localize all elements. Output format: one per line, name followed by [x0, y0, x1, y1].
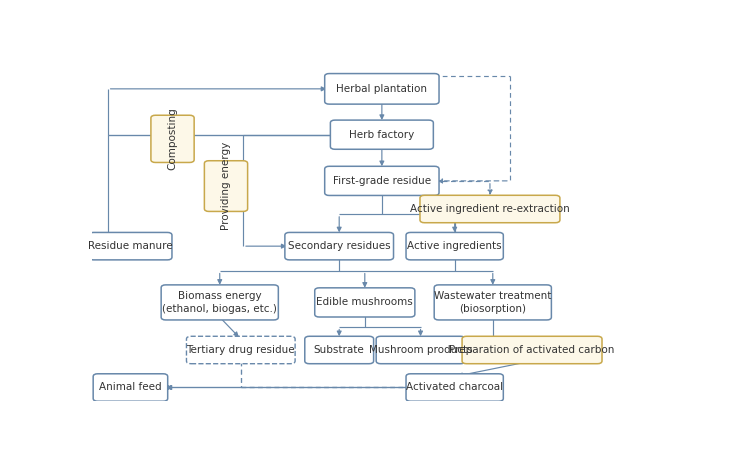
- Text: Preparation of activated carbon: Preparation of activated carbon: [449, 345, 615, 355]
- FancyBboxPatch shape: [376, 336, 465, 364]
- FancyBboxPatch shape: [186, 336, 295, 364]
- FancyBboxPatch shape: [462, 336, 602, 364]
- Text: Herb factory: Herb factory: [349, 130, 415, 140]
- FancyBboxPatch shape: [435, 285, 551, 320]
- Text: Activated charcoal: Activated charcoal: [406, 382, 504, 392]
- Text: Providing energy: Providing energy: [221, 142, 231, 230]
- Text: Edible mushrooms: Edible mushrooms: [316, 297, 413, 308]
- FancyBboxPatch shape: [151, 115, 194, 162]
- FancyBboxPatch shape: [89, 232, 172, 260]
- Text: Active ingredients: Active ingredients: [407, 241, 502, 251]
- FancyBboxPatch shape: [406, 374, 504, 401]
- Text: Active ingredient re-extraction: Active ingredient re-extraction: [410, 204, 570, 214]
- FancyBboxPatch shape: [330, 120, 433, 149]
- Text: First-grade residue: First-grade residue: [333, 176, 431, 186]
- Text: Tertiary drug residue: Tertiary drug residue: [186, 345, 295, 355]
- FancyBboxPatch shape: [324, 74, 439, 104]
- Text: Substrate: Substrate: [314, 345, 365, 355]
- Text: Biomass energy
(ethanol, biogas, etc.): Biomass energy (ethanol, biogas, etc.): [162, 291, 277, 313]
- FancyBboxPatch shape: [406, 232, 504, 260]
- FancyBboxPatch shape: [305, 336, 374, 364]
- Text: Residue manure: Residue manure: [88, 241, 172, 251]
- FancyBboxPatch shape: [161, 285, 278, 320]
- FancyBboxPatch shape: [204, 161, 247, 212]
- FancyBboxPatch shape: [324, 166, 439, 195]
- Text: Mushroom products: Mushroom products: [368, 345, 473, 355]
- FancyBboxPatch shape: [420, 195, 560, 223]
- Text: Herbal plantation: Herbal plantation: [336, 84, 427, 94]
- Text: Animal feed: Animal feed: [99, 382, 161, 392]
- FancyBboxPatch shape: [93, 374, 167, 401]
- Text: Composting: Composting: [167, 107, 178, 170]
- FancyBboxPatch shape: [285, 232, 393, 260]
- Text: Wastewater treatment
(biosorption): Wastewater treatment (biosorption): [434, 291, 551, 313]
- FancyBboxPatch shape: [315, 288, 415, 317]
- Text: Secondary residues: Secondary residues: [288, 241, 390, 251]
